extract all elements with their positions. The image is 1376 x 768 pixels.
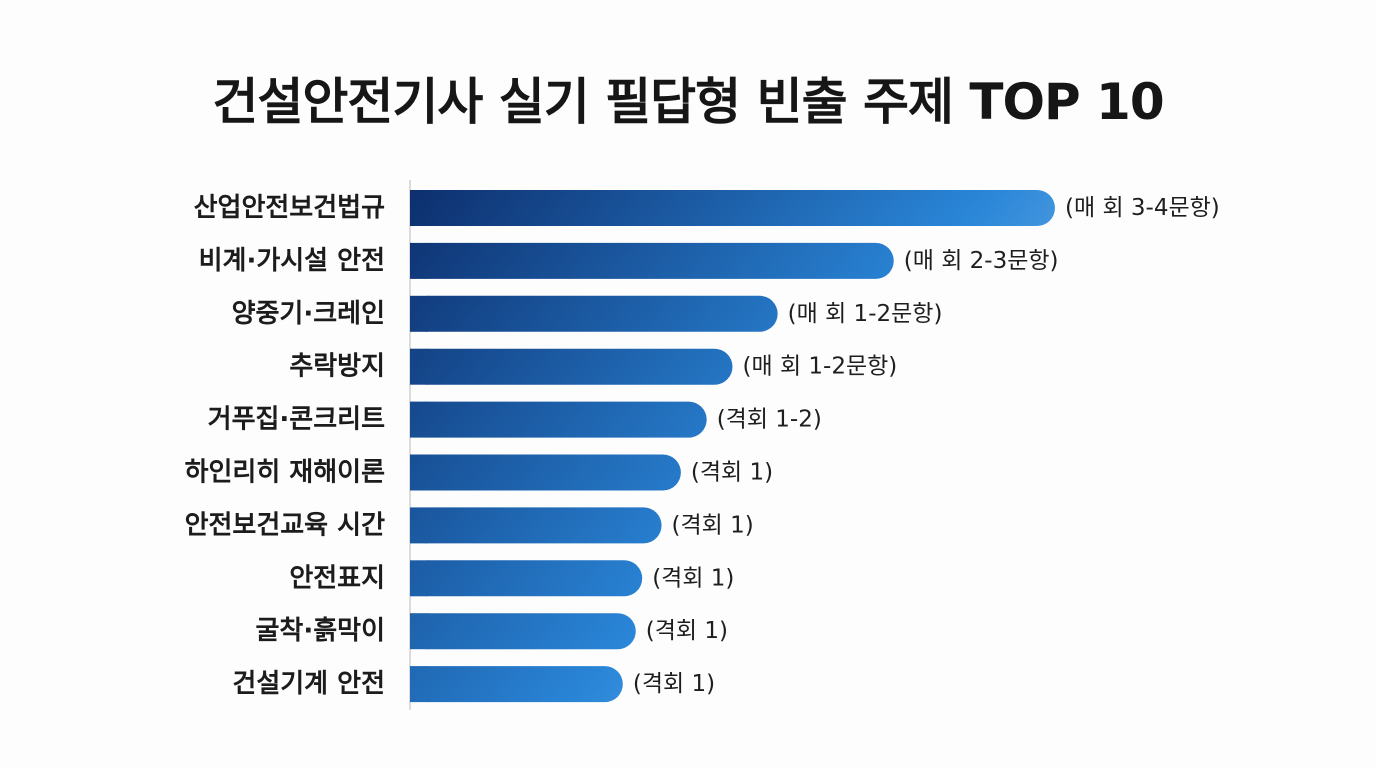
category-label-10: 건설기계 안전 [232, 669, 385, 699]
bar-3-base [410, 295, 428, 332]
data-label-10: (격회 1) [633, 671, 715, 697]
bar-6 [410, 454, 681, 491]
data-label-9: (격회 1) [646, 618, 728, 644]
data-label-8: (격회 1) [652, 565, 734, 591]
bars-group: 산업안전보건법규 (매 회 3-4문항) 비계·가시설 안전 (매 회 2-3문항) 양… [185, 190, 1220, 703]
bar-9-base [410, 613, 428, 650]
category-label-9: 굴착·흙막이 [256, 616, 385, 646]
category-label-7: 안전보건교육 시간 [185, 510, 385, 540]
data-label-7: (격회 1) [672, 512, 754, 538]
data-label-1: (매 회 3-4문항) [1065, 195, 1220, 221]
bar-4 [410, 348, 733, 385]
page-title: 건설안전기사 실기 필답형 빈출 주제 TOP 10 [212, 73, 1164, 131]
data-label-6: (격회 1) [691, 460, 773, 486]
data-label-3: (매 회 1-2문항) [788, 301, 943, 327]
bar-8-base [410, 560, 428, 597]
data-label-2: (매 회 2-3문항) [904, 248, 1059, 274]
bar-2-base [410, 242, 428, 279]
category-label-4: 추락방지 [289, 352, 385, 382]
category-label-1: 산업안전보건법규 [194, 193, 385, 223]
bar-6-base [410, 454, 428, 491]
category-label-2: 비계·가시설 안전 [199, 246, 385, 276]
bar-2 [410, 242, 894, 279]
bar-8 [410, 560, 643, 597]
bar-4-base [410, 348, 428, 385]
bar-5-base [410, 401, 428, 438]
bar-5 [410, 401, 707, 438]
category-label-3: 양중기·크레인 [232, 299, 385, 329]
bar-7 [410, 507, 662, 544]
bar-1-base [410, 190, 428, 226]
category-label-5: 거푸집·콘크리트 [208, 405, 385, 435]
bar-3 [410, 295, 778, 332]
bar-10 [410, 666, 623, 703]
bar-9 [410, 613, 636, 650]
bar-1 [410, 190, 1055, 226]
bar-10-base [410, 666, 428, 703]
category-label-8: 안전표지 [289, 563, 385, 593]
data-label-4: (매 회 1-2문항) [743, 354, 898, 380]
category-label-6: 하인리히 재해이론 [185, 458, 385, 488]
data-label-5: (격회 1-2) [717, 407, 822, 433]
bar-7-base [410, 507, 428, 544]
